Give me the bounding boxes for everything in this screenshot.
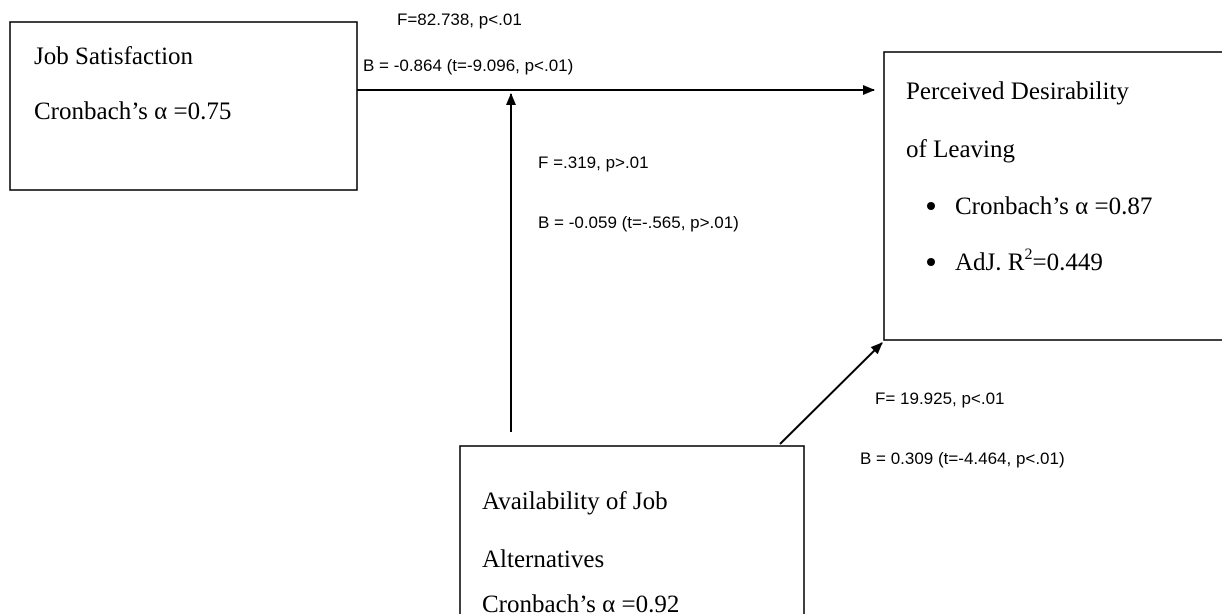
node-box [9,21,358,191]
node-text: Alternatives [482,546,604,573]
node-box [883,51,1222,341]
node-text: Availability of Job [482,488,668,515]
edge-label: F= 19.925, p<.01 [875,389,1005,408]
node-text: Job Satisfaction [34,43,194,70]
arrow [779,342,883,445]
edge-label: B = 0.309 (t=-4.464, p<.01) [860,449,1065,468]
edge-label: B = -0.059 (t=-.565, p>.01) [538,213,739,232]
bullet [927,202,935,210]
superscript: 2 [1024,246,1032,263]
bullet [927,258,935,266]
text: AdJ. R [955,249,1025,276]
edge-label: B = -0.864 (t=-9.096, p<.01) [363,56,573,75]
node-box [459,445,805,614]
edge-label: F=82.738, p<.01 [397,10,522,29]
edge-label: F =.319, p>.01 [538,153,649,172]
node-text: Perceived Desirability [906,78,1129,105]
node-text: AdJ. R2=0.449 [955,246,1103,276]
node-text: Cronbach’s α =0.92 [482,591,679,614]
node-text: Cronbach’s α =0.75 [34,98,231,125]
node-text: of Leaving [906,136,1015,163]
text: =0.449 [1032,249,1102,276]
node-text: Cronbach’s α =0.87 [955,193,1152,220]
